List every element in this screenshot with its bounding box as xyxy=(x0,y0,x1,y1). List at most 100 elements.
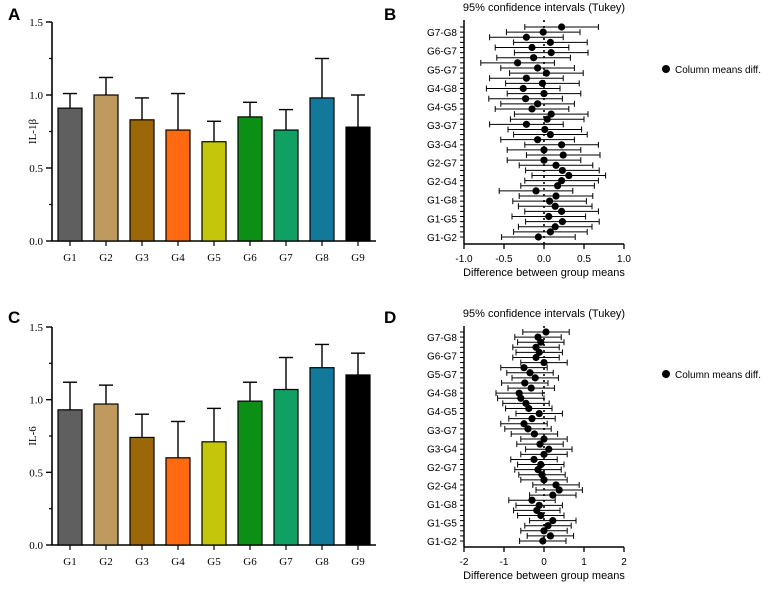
mean-difference-point xyxy=(525,404,533,413)
panel-d: 95% confidence intervals (Tukey) G7-G8 G6-… xyxy=(427,308,761,582)
x-tick-label: G6 xyxy=(243,556,257,568)
comparison-label: G2-G4 xyxy=(427,481,457,492)
mean-difference-point xyxy=(547,110,555,118)
comparison-label: G7-G8 xyxy=(427,28,457,39)
x-tick-label: -2 xyxy=(460,557,469,568)
comparison-label: G3-G4 xyxy=(427,140,457,151)
y-tick-label: 1.0 xyxy=(29,90,43,102)
mean-difference-point xyxy=(540,358,548,367)
mean-difference-point xyxy=(546,197,554,205)
mean-difference-point xyxy=(547,49,555,57)
mean-difference-point xyxy=(543,115,551,123)
mean-difference-point xyxy=(534,466,542,474)
x-tick-label: G9 xyxy=(351,252,365,264)
panel-letter-b: B xyxy=(384,5,396,24)
mean-difference-point xyxy=(552,192,560,200)
bar-g4 xyxy=(165,457,191,546)
x-tick-label: G2 xyxy=(99,556,112,568)
mean-difference-point xyxy=(558,218,567,226)
y-axis-label: IL-6 xyxy=(27,426,39,446)
mean-difference-point xyxy=(527,384,535,392)
bar-g1 xyxy=(57,107,83,242)
y-axis-label: IL-1β xyxy=(27,119,39,145)
bar-g8 xyxy=(309,97,335,242)
x-tick-label: G5 xyxy=(207,252,221,264)
mean-difference-point xyxy=(520,364,528,372)
mean-difference-point xyxy=(534,100,542,108)
mean-difference-point xyxy=(526,369,534,377)
mean-difference-point xyxy=(546,532,555,540)
mean-difference-point xyxy=(558,141,566,149)
x-tick-label: 2 xyxy=(621,557,627,568)
x-axis-label: Difference between group means xyxy=(463,267,625,279)
chart-title: 95% confidence intervals (Tukey) xyxy=(463,2,625,14)
x-tick-label: 0 xyxy=(541,557,547,568)
mean-difference-point xyxy=(551,202,559,210)
panel-b: 95% confidence intervals (Tukey) G7-G8 G6-… xyxy=(427,2,761,279)
mean-difference-point xyxy=(546,38,555,46)
mean-difference-point xyxy=(545,212,553,221)
mean-difference-point xyxy=(551,223,559,231)
legend-label: Column means diff. xyxy=(675,370,761,381)
comparison-label: G1-G5 xyxy=(427,518,457,529)
mean-difference-point xyxy=(540,476,548,484)
x-axis-label: Difference between group means xyxy=(463,570,625,582)
comparison-label: G7-G8 xyxy=(427,333,457,344)
bar-g6 xyxy=(237,400,263,546)
bar-g4 xyxy=(165,129,191,242)
mean-difference-point xyxy=(546,130,555,139)
mean-difference-point xyxy=(552,161,560,169)
mean-difference-point xyxy=(533,506,541,515)
comparison-label: G3-G4 xyxy=(427,444,457,455)
x-tick-label: -1 xyxy=(500,557,509,568)
mean-difference-point xyxy=(545,445,553,453)
mean-difference-point xyxy=(558,207,566,215)
x-tick-label: G1 xyxy=(63,556,76,568)
comparison-label: G3-G7 xyxy=(427,426,457,437)
y-tick-label: 0.5 xyxy=(29,163,43,175)
mean-difference-point xyxy=(522,120,531,128)
mean-difference-point xyxy=(522,95,530,103)
bar-g9 xyxy=(345,374,371,546)
x-tick-label: G1 xyxy=(63,252,76,264)
bar-g2 xyxy=(93,403,119,546)
mean-difference-point xyxy=(544,522,552,530)
x-tick-label: 1 xyxy=(581,557,587,568)
mean-difference-point xyxy=(531,374,539,382)
bar-g5 xyxy=(201,141,227,242)
comparison-label: G1-G8 xyxy=(427,196,457,207)
x-tick-label: 0.0 xyxy=(537,254,551,265)
mean-difference-point xyxy=(528,496,536,504)
legend-marker xyxy=(662,65,670,73)
x-tick-label: G6 xyxy=(243,252,257,264)
x-tick-label: 0.5 xyxy=(577,254,591,265)
mean-difference-point xyxy=(524,425,532,433)
mean-difference-point xyxy=(517,394,525,402)
bar-g3 xyxy=(129,119,155,242)
bar-g8 xyxy=(309,367,335,546)
mean-difference-point xyxy=(532,353,540,362)
comparison-label: G3-G7 xyxy=(427,121,457,132)
x-tick-label: G7 xyxy=(279,252,293,264)
y-tick-label: 1.5 xyxy=(29,322,43,334)
bar-g3 xyxy=(129,436,155,546)
mean-difference-point xyxy=(540,156,548,164)
comparison-label: G1-G2 xyxy=(427,233,457,244)
x-tick-label: 1.0 xyxy=(617,254,631,265)
mean-difference-point xyxy=(530,430,539,438)
mean-difference-point xyxy=(538,79,547,87)
bar-g9 xyxy=(345,126,371,242)
x-tick-label: G5 xyxy=(207,556,221,568)
comparison-label: G4-G5 xyxy=(427,407,457,418)
bar-g7 xyxy=(273,129,299,242)
x-tick-label: G3 xyxy=(135,556,149,568)
mean-difference-point xyxy=(542,328,550,336)
mean-difference-point xyxy=(549,517,557,525)
x-tick-label: -1.0 xyxy=(455,254,473,265)
mean-difference-point xyxy=(540,89,548,98)
mean-difference-point xyxy=(536,440,544,448)
y-tick-label: 0.0 xyxy=(29,236,43,248)
x-tick-label: -0.5 xyxy=(495,254,513,265)
bar-g5 xyxy=(201,441,227,546)
